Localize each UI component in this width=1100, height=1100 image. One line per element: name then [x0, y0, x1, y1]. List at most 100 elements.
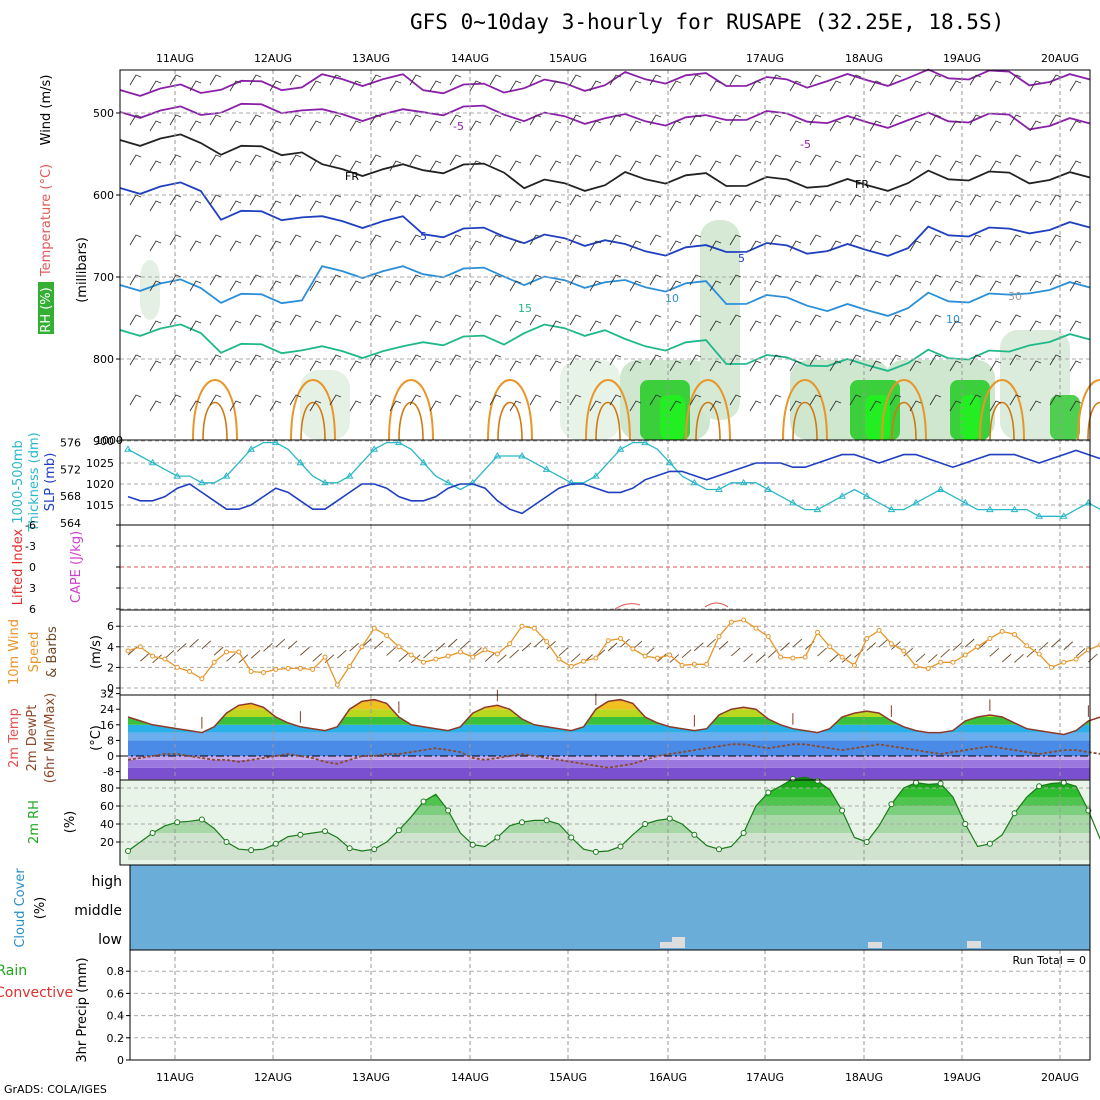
wind-barb	[1029, 400, 1042, 412]
rh2m-units: (%)	[63, 811, 78, 834]
rh-point	[297, 831, 304, 838]
wind-barb	[549, 360, 562, 372]
temp-contour	[685, 379, 731, 441]
date-label-top: 19AUG	[943, 52, 981, 65]
wind-speed-point	[421, 659, 426, 665]
thickness-point	[739, 478, 748, 486]
wind-speed-point	[654, 655, 660, 661]
wind-barb	[569, 194, 582, 206]
wind-barb	[529, 394, 542, 406]
rh-shading	[300, 370, 350, 440]
wind-speed-point	[679, 662, 685, 668]
wind-speed-point	[593, 655, 599, 661]
wind-barb	[749, 360, 762, 372]
wind-barb	[989, 200, 1002, 212]
wind-barb	[669, 120, 682, 132]
wind-barb	[249, 314, 262, 326]
wind-barb	[349, 360, 362, 372]
wind-speed-point	[174, 664, 180, 670]
wind-barb	[669, 360, 682, 372]
wind-barb	[469, 120, 482, 132]
wind-barb	[609, 234, 622, 246]
rh-point	[125, 848, 131, 854]
wind-tick: 2	[107, 661, 114, 674]
lifted-index-tick: 3	[29, 582, 36, 595]
date-label-top: 20AUG	[1041, 52, 1079, 65]
wind-barb	[369, 154, 382, 166]
wind-speed-point	[975, 644, 981, 650]
wind-barb	[1069, 400, 1082, 412]
wind-barb	[989, 120, 1002, 132]
wind-barb	[969, 194, 982, 206]
temp-contour	[119, 181, 1091, 257]
wind-barb	[149, 320, 162, 332]
wind-barb	[229, 400, 242, 412]
wind-barb	[369, 194, 382, 206]
temp-contour	[119, 323, 1091, 372]
wind-barb	[1049, 194, 1062, 206]
wind-barb	[1009, 394, 1022, 406]
thickness-point	[764, 485, 773, 492]
rh-point	[765, 789, 772, 796]
wind-barb	[169, 314, 182, 326]
wind-barb	[309, 280, 322, 292]
wind-barb	[249, 274, 262, 286]
wind-barb	[669, 400, 682, 412]
wind-speed-point	[815, 629, 820, 635]
wind-barb	[549, 400, 562, 412]
contour-label: -5	[453, 120, 464, 133]
wind-barb	[669, 160, 682, 172]
wind-barb	[229, 80, 242, 92]
date-label-bottom: 12AUG	[254, 1071, 292, 1084]
wind-barb	[869, 200, 882, 212]
rh-point	[666, 815, 673, 822]
temp-contour	[585, 379, 631, 441]
wind-barb	[767, 649, 778, 658]
thickness-point	[444, 478, 453, 486]
wind-barb	[1009, 234, 1022, 246]
wind-barb	[749, 400, 762, 412]
wind-barb	[929, 394, 942, 406]
temp-contour	[891, 401, 917, 441]
contour-label: 15	[518, 302, 532, 315]
wind-barb	[469, 360, 482, 372]
temp-contour	[119, 68, 1091, 97]
wind-barb	[609, 154, 622, 166]
cloud-level-label: middle	[74, 903, 122, 919]
wind-barb	[213, 646, 224, 656]
wind-barb	[209, 114, 222, 126]
precip-tick: 0.2	[107, 1032, 125, 1045]
wind-barb	[169, 394, 182, 406]
wind-barb	[309, 120, 322, 132]
wind-barb	[989, 400, 1002, 412]
wind-barb	[669, 240, 682, 252]
wind-barb	[729, 234, 742, 246]
wind-speed-point	[162, 656, 168, 662]
wind-speed-point	[396, 644, 402, 650]
temp-tick: 0	[107, 750, 114, 763]
wind-barb	[689, 194, 702, 206]
rh-point	[322, 828, 328, 835]
wind-speed-point	[1024, 643, 1030, 649]
wind-barb	[329, 354, 342, 366]
wind-speed-point	[987, 636, 993, 642]
wind-barb	[1029, 200, 1042, 212]
wind-barb	[1009, 354, 1022, 366]
wind-barb	[589, 120, 602, 132]
wind-barb	[269, 160, 282, 172]
wind-barb	[1069, 280, 1082, 292]
wind-barb	[909, 200, 922, 212]
wind-barb	[1009, 74, 1022, 86]
wind-barb	[329, 154, 342, 166]
wind-barb	[209, 74, 222, 86]
wind-barb	[849, 154, 862, 166]
wind-speed-point	[150, 653, 156, 659]
wind-speed-point	[310, 666, 316, 672]
wind-barb	[849, 354, 862, 366]
wind-speed-point	[347, 663, 353, 669]
rh-point	[937, 780, 944, 787]
rh-high	[960, 395, 980, 440]
wind-barb	[789, 200, 802, 212]
rh-point	[469, 841, 476, 848]
